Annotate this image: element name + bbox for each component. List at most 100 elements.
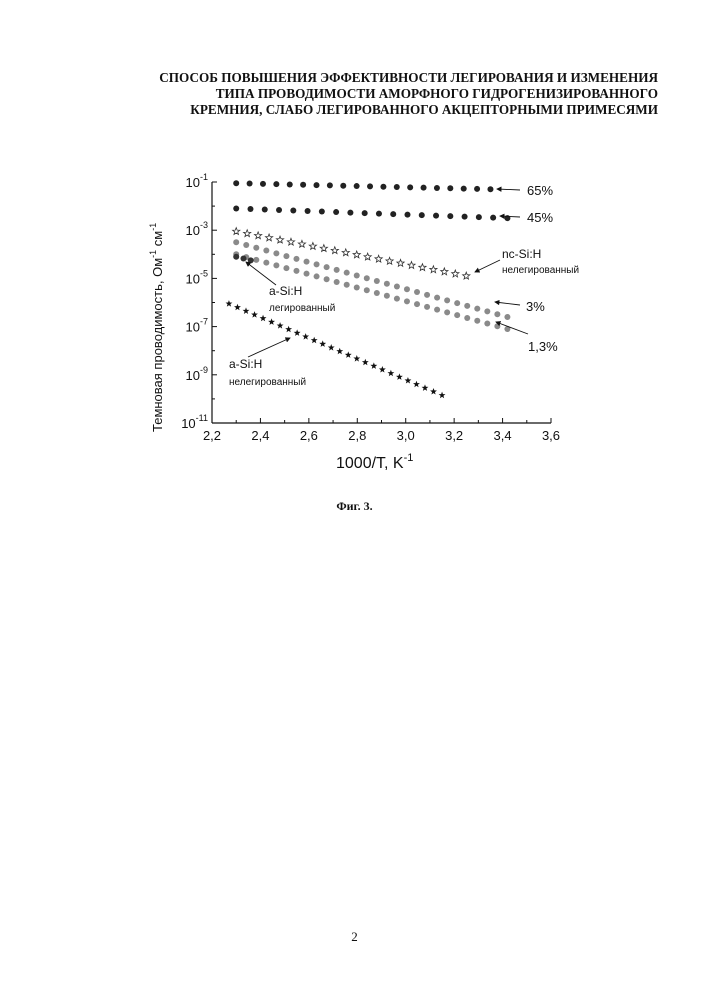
data-point <box>463 272 470 279</box>
data-point <box>319 340 326 347</box>
data-point <box>243 242 249 248</box>
data-point <box>404 298 410 304</box>
data-point <box>484 320 490 326</box>
x-tick-label: 3,4 <box>494 428 512 443</box>
data-point <box>430 266 437 273</box>
data-point <box>387 370 394 377</box>
data-point <box>487 186 493 192</box>
label-asih-undoped-2: нелегированный <box>229 377 306 388</box>
data-point <box>447 213 453 219</box>
data-point <box>353 355 360 362</box>
data-point <box>476 214 482 220</box>
data-point <box>333 209 339 215</box>
data-point <box>364 275 370 281</box>
data-point <box>396 373 403 380</box>
data-point <box>331 247 338 254</box>
data-point <box>370 362 377 369</box>
data-point <box>462 214 468 220</box>
data-point <box>324 264 330 270</box>
data-point <box>234 304 241 311</box>
data-point <box>433 213 439 219</box>
label-45: 45% <box>527 210 553 225</box>
data-point <box>424 304 430 310</box>
label-13: 1,3% <box>528 339 558 354</box>
data-point <box>276 236 283 243</box>
data-point <box>422 384 429 391</box>
data-point <box>294 329 301 336</box>
data-point <box>454 300 460 306</box>
data-point <box>452 270 459 277</box>
data-point <box>484 308 490 314</box>
data-point <box>319 209 325 215</box>
data-point <box>304 259 310 265</box>
label-asih-undoped: a-Si:H <box>229 357 262 371</box>
series-1 <box>233 206 510 222</box>
series-5 <box>233 254 254 264</box>
data-point <box>464 303 470 309</box>
data-point <box>354 285 360 291</box>
y-axis-label: Темновая проводимость, Ом-1 см-1 <box>148 223 165 432</box>
data-point <box>344 282 350 288</box>
data-point <box>444 309 450 315</box>
data-point <box>461 186 467 192</box>
data-point <box>253 245 259 251</box>
data-point <box>226 300 233 307</box>
data-point <box>490 215 496 221</box>
data-point <box>494 323 500 329</box>
data-point <box>262 207 268 213</box>
data-point <box>342 249 349 256</box>
data-point <box>414 301 420 307</box>
data-point <box>260 315 267 322</box>
data-point <box>376 211 382 217</box>
data-point <box>314 182 320 188</box>
data-point <box>334 267 340 273</box>
data-point <box>300 182 306 188</box>
data-point <box>240 256 246 262</box>
data-point <box>414 289 420 295</box>
y-tick-label: 10-3 <box>186 220 208 238</box>
data-point <box>394 284 400 290</box>
series-0 <box>233 180 493 192</box>
data-point <box>430 388 437 395</box>
data-point <box>248 257 254 263</box>
data-point <box>233 206 239 212</box>
data-point <box>454 312 460 318</box>
data-point <box>285 326 292 333</box>
data-point <box>386 257 393 264</box>
x-tick-label: 3,0 <box>397 428 415 443</box>
data-point <box>247 206 253 212</box>
data-point <box>233 180 239 186</box>
data-point <box>464 315 470 321</box>
arrow-65 <box>497 189 520 190</box>
data-point <box>233 254 239 260</box>
data-point <box>439 392 446 399</box>
arrow-asih-doped <box>246 262 276 285</box>
data-point <box>407 184 413 190</box>
chart-annotation-arrows <box>246 189 528 357</box>
x-tick-label: 3,2 <box>445 428 463 443</box>
data-point <box>247 181 253 187</box>
data-point <box>364 253 371 260</box>
data-point <box>263 248 269 254</box>
data-point <box>283 253 289 259</box>
data-point <box>336 348 343 355</box>
page-number: 2 <box>0 929 709 945</box>
data-point <box>354 183 360 189</box>
data-point <box>367 183 373 189</box>
data-point <box>444 297 450 303</box>
data-point <box>394 184 400 190</box>
data-point <box>384 293 390 299</box>
data-point <box>304 271 310 277</box>
label-nc-2: нелегированный <box>502 265 579 276</box>
data-point <box>244 230 251 237</box>
data-point <box>441 268 448 275</box>
data-point <box>314 273 320 279</box>
data-point <box>375 255 382 262</box>
data-point <box>293 268 299 274</box>
data-point <box>380 184 386 190</box>
data-point <box>434 295 440 301</box>
data-point <box>265 234 272 241</box>
data-point <box>328 344 335 351</box>
data-point <box>353 251 360 258</box>
data-point <box>290 208 296 214</box>
